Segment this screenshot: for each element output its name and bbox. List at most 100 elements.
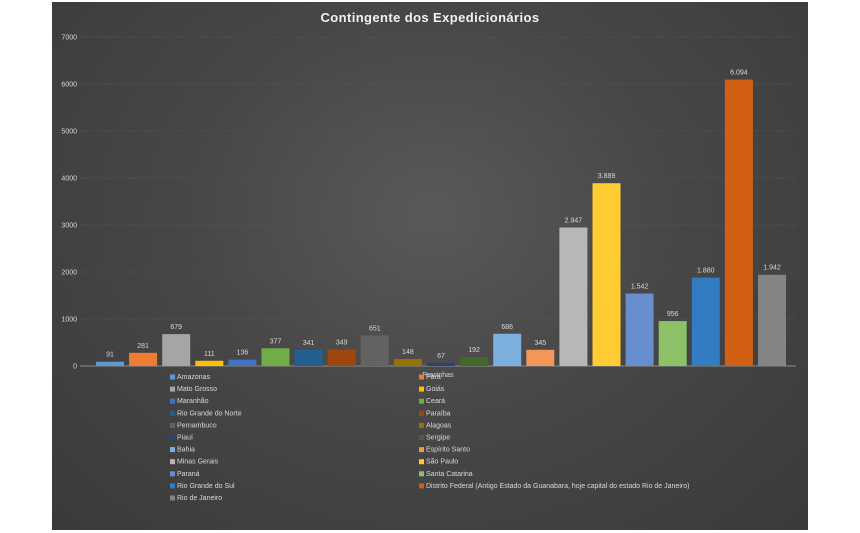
data-label: 3.889 xyxy=(598,173,616,180)
chart-area: Contingente dos Expedicionários 0 1000 200… xyxy=(52,2,808,530)
legend-item: Rio Grande do Sul xyxy=(177,483,235,490)
legend-item: Espírito Santo xyxy=(426,447,470,454)
data-label: 111 xyxy=(204,351,215,358)
legend-item: Minas Gerais xyxy=(177,459,219,466)
legend-swatch xyxy=(419,435,424,440)
y-tick-label: 6000 xyxy=(61,82,77,89)
bar-chart: Contingente dos Expedicionários 0 1000 200… xyxy=(61,10,796,502)
data-label: 651 xyxy=(369,325,381,332)
legend-item: Bahia xyxy=(177,447,195,454)
legend-swatch xyxy=(170,483,175,489)
legend-item: Mato Grosso xyxy=(177,386,217,393)
data-label: 686 xyxy=(501,324,513,331)
bar xyxy=(393,359,422,366)
legend-swatch xyxy=(170,374,175,380)
legend: Amazonas Pará Mato Grosso Goiás Maranhão Cear… xyxy=(170,374,689,502)
bar xyxy=(360,335,389,366)
legend-item: Pernambuco xyxy=(177,422,217,429)
bar xyxy=(195,360,224,366)
legend-swatch xyxy=(170,410,175,416)
legend-swatch xyxy=(419,422,424,428)
legend-swatch xyxy=(170,495,175,501)
legend-item: Paraná xyxy=(177,471,200,478)
y-tick-label: 1000 xyxy=(61,317,77,324)
y-tick-label: 2000 xyxy=(61,270,77,277)
bar xyxy=(559,227,588,366)
legend-item: Rio Grande do Norte xyxy=(177,410,242,417)
bar xyxy=(261,348,290,366)
legend-swatch xyxy=(419,386,424,392)
data-label: 2.947 xyxy=(565,217,583,224)
data-label: 148 xyxy=(402,349,414,356)
data-label: 349 xyxy=(336,340,348,347)
legend-item: São Paulo xyxy=(426,459,458,466)
y-axis: 0 1000 2000 3000 4000 5000 6000 7000 xyxy=(61,35,77,371)
legend-swatch xyxy=(170,447,175,453)
bar xyxy=(592,183,621,366)
legend-swatch xyxy=(419,483,424,489)
legend-item: Goiás xyxy=(426,386,445,393)
bar xyxy=(129,352,158,366)
legend-item: Piauí xyxy=(177,435,193,442)
y-tick-label: 0 xyxy=(73,364,77,371)
legend-item: Ceará xyxy=(426,398,445,405)
data-label: 1.542 xyxy=(631,284,649,291)
data-label: 341 xyxy=(303,340,315,347)
legend-item: Sergipe xyxy=(426,435,450,442)
data-label: 91 xyxy=(106,352,114,359)
legend-swatch xyxy=(419,447,424,453)
legend-swatch xyxy=(419,459,424,465)
legend-item: Rio de Janeiro xyxy=(177,495,222,502)
bar xyxy=(294,349,323,366)
data-label: 136 xyxy=(237,350,249,357)
data-label: 345 xyxy=(534,340,546,347)
bar xyxy=(228,359,257,366)
data-label: 67 xyxy=(437,353,445,360)
gridlines xyxy=(80,36,796,367)
data-label: 679 xyxy=(170,324,182,331)
bar xyxy=(526,349,555,366)
legend-item: Paraíba xyxy=(426,410,451,417)
bar xyxy=(724,79,753,366)
bar xyxy=(758,274,786,366)
bar xyxy=(96,361,124,366)
bar xyxy=(327,349,356,366)
y-tick-label: 4000 xyxy=(61,176,77,183)
y-tick-label: 7000 xyxy=(61,35,77,42)
data-label: 6.094 xyxy=(730,70,748,77)
bar xyxy=(691,277,720,366)
bar xyxy=(493,333,522,366)
data-label: 281 xyxy=(137,343,149,350)
legend-swatch xyxy=(170,422,175,428)
bar xyxy=(460,356,489,366)
legend-swatch xyxy=(170,471,175,477)
legend-item: Maranhão xyxy=(177,398,209,405)
legend-item: Pará xyxy=(426,374,441,381)
bar xyxy=(658,321,687,366)
data-label: 1.942 xyxy=(763,265,781,272)
legend-swatch xyxy=(170,398,175,404)
data-label: 377 xyxy=(270,338,282,345)
legend-swatch xyxy=(170,459,175,465)
legend-swatch xyxy=(170,435,175,440)
bar xyxy=(625,293,654,366)
data-label: 1.880 xyxy=(697,268,715,275)
legend-swatch xyxy=(419,398,424,404)
legend-item: Alagoas xyxy=(426,422,452,429)
data-labels: 91 281 679 111 136 377 341 349 651 148 67 192 686 345… xyxy=(106,70,781,360)
x-axis-label: Pracinhas xyxy=(422,372,454,379)
legend-item: Amazonas xyxy=(177,374,211,381)
chart-title: Contingente dos Expedicionários xyxy=(321,10,540,25)
legend-swatch xyxy=(419,374,424,380)
bar xyxy=(427,362,455,366)
legend-swatch xyxy=(170,386,175,392)
data-label: 956 xyxy=(667,311,679,318)
legend-item: Santa Catarina xyxy=(426,471,473,478)
bar xyxy=(162,334,191,366)
data-label: 192 xyxy=(468,347,480,354)
legend-swatch xyxy=(419,410,424,416)
legend-item: Distrito Federal (Antigo Estado da Guana… xyxy=(426,483,689,490)
legend-swatch xyxy=(419,471,424,477)
y-tick-label: 3000 xyxy=(61,223,77,230)
bars xyxy=(96,79,786,366)
